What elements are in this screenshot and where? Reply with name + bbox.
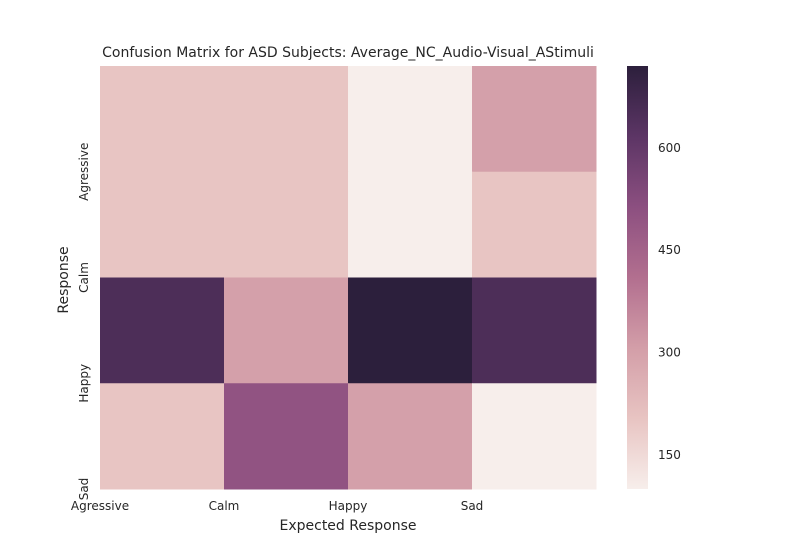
heatmap-cell-r1-c2 <box>348 171 473 278</box>
x-axis-label: Expected Response <box>279 518 416 534</box>
heatmap-cell-r1-c1 <box>224 171 349 278</box>
y-axis-label: Response <box>56 246 72 313</box>
heatmap-cell-r0-c3 <box>472 66 597 173</box>
heatmap-cell-r0-c1 <box>224 66 349 173</box>
heatmap-cell-r2-c2 <box>348 277 473 384</box>
heatmap-cell-r2-c3 <box>472 277 597 384</box>
colorbar-tick-labels: 150 300 450 600 <box>658 141 681 462</box>
heatmap-cell-r3-c1 <box>224 383 349 490</box>
heatmap-cell-r1-c3 <box>472 171 597 278</box>
x-tick-labels: Agressive Calm Happy Sad <box>71 499 483 513</box>
y-tick-label: Calm <box>77 262 91 293</box>
x-tick-label: Happy <box>329 499 368 513</box>
heatmap-cell-r3-c2 <box>348 383 473 490</box>
heatmap-cell-r0-c2 <box>348 66 473 173</box>
heatmap-cell-r0-c0 <box>100 66 225 173</box>
y-tick-labels: Agressive Calm Happy Sad <box>77 143 91 501</box>
heatmap-cell-r2-c1 <box>224 277 349 384</box>
heatmap-cell-r1-c0 <box>100 171 225 278</box>
y-tick-label: Sad <box>77 478 91 501</box>
heatmap-cell-r2-c0 <box>100 277 225 384</box>
heatmap-cells <box>100 66 597 490</box>
y-tick-label: Happy <box>77 364 91 403</box>
colorbar-tick-label: 450 <box>658 243 681 257</box>
colorbar-tick-label: 600 <box>658 141 681 155</box>
colorbar-tick-label: 150 <box>658 448 681 462</box>
heatmap-cell-r3-c0 <box>100 383 225 490</box>
colorbar-tick-label: 300 <box>658 346 681 360</box>
x-tick-label: Agressive <box>71 499 129 513</box>
x-tick-label: Calm <box>209 499 240 513</box>
colorbar <box>627 66 648 489</box>
y-tick-label: Agressive <box>77 143 91 201</box>
x-tick-label: Sad <box>461 499 484 513</box>
chart-title: Confusion Matrix for ASD Subjects: Avera… <box>102 45 594 61</box>
heatmap-cell-r3-c3 <box>472 383 597 490</box>
